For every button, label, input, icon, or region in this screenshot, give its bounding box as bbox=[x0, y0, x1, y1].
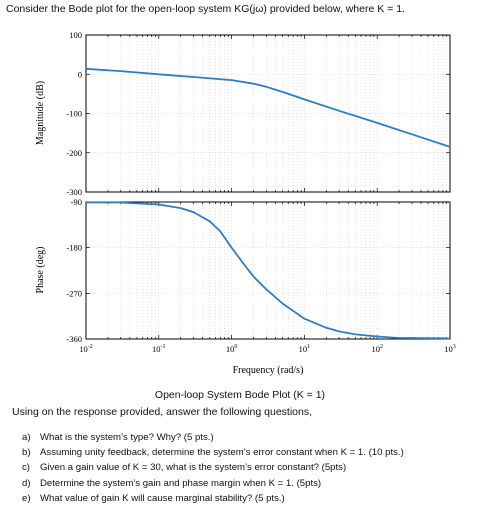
y-tick-label: -270 bbox=[66, 288, 82, 298]
magnitude-series-line bbox=[85, 67, 451, 148]
x-tick-label: 10-1 bbox=[152, 344, 166, 354]
question-item: a) What is the system’s type? Why? (5 pts… bbox=[22, 430, 404, 445]
x-tick-label: 102 bbox=[371, 344, 383, 354]
question-text: Assuming unity feedback, determine the s… bbox=[40, 447, 404, 459]
question-item: e) What value of gain K will cause margin… bbox=[22, 491, 404, 506]
question-text: Given a gain value of K = 30, what is th… bbox=[40, 462, 347, 474]
questions-lead: Using on the response provided, answer t… bbox=[12, 406, 313, 418]
y-tick-label: -300 bbox=[66, 187, 82, 197]
x-tick-label: 103 bbox=[444, 344, 456, 354]
phase-axes-frame bbox=[85, 201, 451, 340]
question-item: c) Given a gain value of K = 30, what is … bbox=[22, 460, 404, 475]
question-marker: c) bbox=[22, 462, 30, 474]
phase-series-line bbox=[86, 201, 451, 340]
y-tick-label: -360 bbox=[66, 334, 82, 344]
question-text: What is the system’s type? Why? (5 pts.) bbox=[40, 432, 214, 443]
question-item: d) Determine the system’s gain and phase … bbox=[22, 476, 404, 491]
question-text: Determine the system’s gain and phase ma… bbox=[40, 477, 322, 489]
magnitude-panel: 100 0 -100 -200 -300 bbox=[66, 30, 451, 197]
magnitude-axis-label: Magnitude (dB) bbox=[35, 81, 46, 145]
question-marker: b) bbox=[22, 447, 31, 459]
y-tick-label: 0 bbox=[78, 69, 82, 79]
y-tick-label: -100 bbox=[66, 109, 82, 119]
question-item: b) Assuming unity feedback, determine the… bbox=[22, 445, 404, 460]
frequency-axis-label: Frequency (rad/s) bbox=[233, 365, 304, 376]
question-marker: a) bbox=[22, 432, 31, 443]
question-list: a) What is the system’s type? Why? (5 pts… bbox=[22, 430, 404, 506]
plot-caption: Open-loop System Bode Plot (K = 1) bbox=[154, 389, 326, 401]
y-tick-label: 100 bbox=[69, 30, 82, 40]
x-tick-label: 100 bbox=[226, 344, 238, 354]
y-tick-label: -90 bbox=[71, 197, 82, 207]
problem-intro: Consider the Bode plot for the open-loop… bbox=[6, 3, 405, 15]
phase-axis-label: Phase (deg) bbox=[35, 247, 46, 294]
question-text: What value of gain K will cause marginal… bbox=[40, 492, 285, 504]
y-tick-label: -200 bbox=[66, 148, 82, 158]
x-tick-label: 10-2 bbox=[79, 344, 93, 354]
y-tick-label: -180 bbox=[66, 243, 82, 253]
question-marker: e) bbox=[22, 492, 31, 504]
x-tick-label: 101 bbox=[299, 344, 311, 354]
question-marker: d) bbox=[22, 477, 31, 489]
